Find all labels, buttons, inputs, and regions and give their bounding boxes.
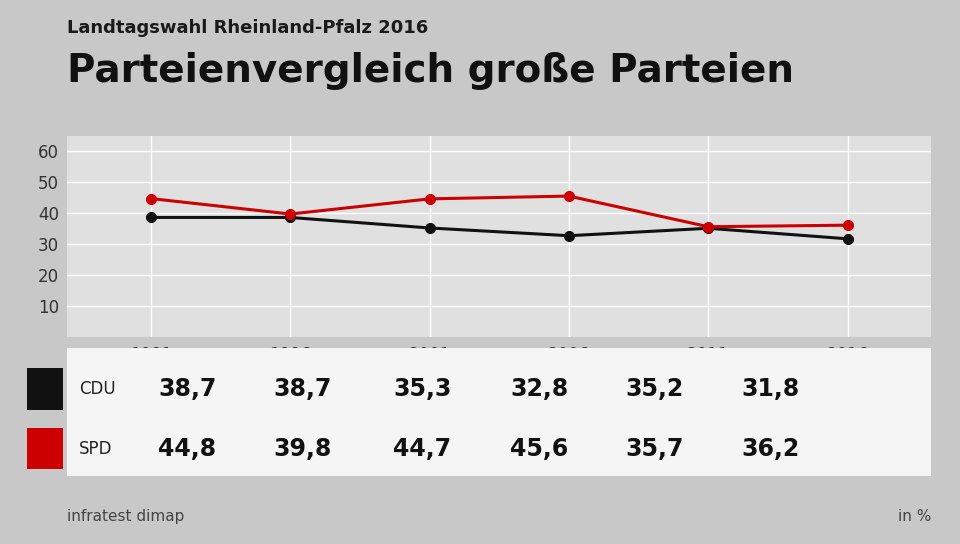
Text: SPD: SPD — [79, 440, 112, 458]
Text: 35,7: 35,7 — [626, 437, 684, 461]
Text: 45,6: 45,6 — [511, 437, 568, 461]
Text: infratest dimap: infratest dimap — [67, 509, 184, 524]
Text: Parteienvergleich große Parteien: Parteienvergleich große Parteien — [67, 52, 794, 90]
Text: 35,2: 35,2 — [626, 377, 684, 401]
Text: 44,7: 44,7 — [394, 437, 451, 461]
Text: 38,7: 38,7 — [158, 377, 216, 401]
Text: 36,2: 36,2 — [742, 437, 800, 461]
Text: Landtagswahl Rheinland-Pfalz 2016: Landtagswahl Rheinland-Pfalz 2016 — [67, 19, 428, 37]
Text: 38,7: 38,7 — [274, 377, 331, 401]
Text: 44,8: 44,8 — [158, 437, 216, 461]
Text: 39,8: 39,8 — [274, 437, 331, 461]
Text: in %: in % — [898, 509, 931, 524]
Text: 32,8: 32,8 — [511, 377, 568, 401]
Text: CDU: CDU — [79, 380, 115, 398]
Text: 31,8: 31,8 — [742, 377, 800, 401]
Text: 35,3: 35,3 — [394, 377, 451, 401]
